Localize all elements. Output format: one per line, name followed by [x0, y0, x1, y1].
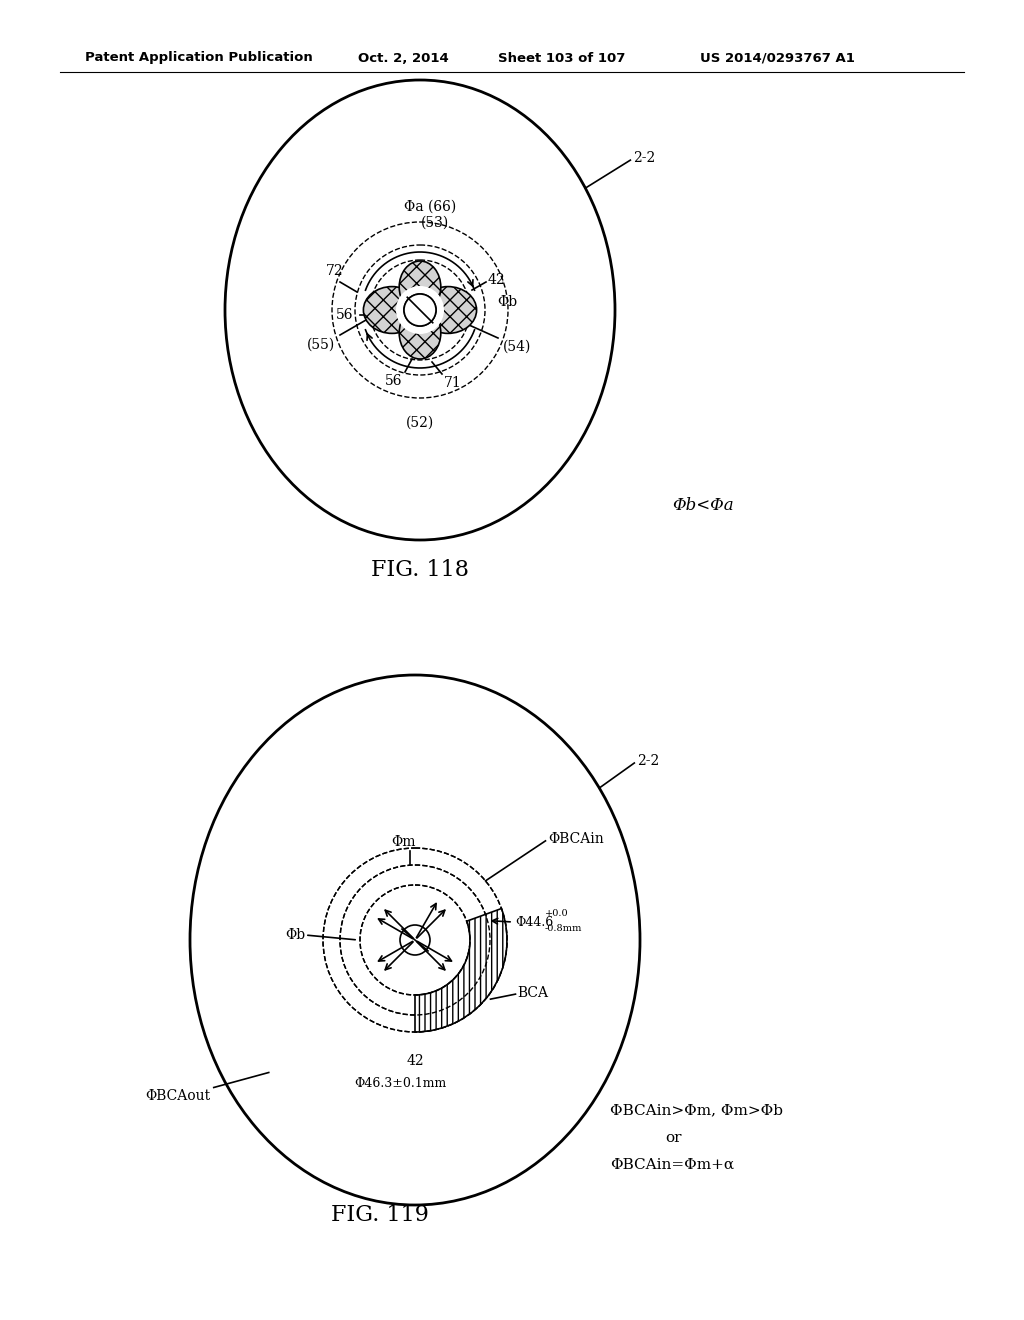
Text: ΦBCAin: ΦBCAin [549, 832, 604, 846]
Circle shape [404, 294, 436, 326]
Text: Oct. 2, 2014: Oct. 2, 2014 [358, 51, 449, 65]
Circle shape [400, 925, 430, 954]
Text: Φa (66): Φa (66) [403, 201, 456, 214]
Text: (54): (54) [503, 341, 531, 354]
Text: 71: 71 [444, 376, 462, 389]
Text: 2-2: 2-2 [634, 150, 655, 165]
Text: 2-2: 2-2 [637, 754, 659, 768]
Text: 56: 56 [384, 374, 402, 388]
Text: 56: 56 [336, 308, 353, 322]
Ellipse shape [399, 308, 440, 359]
Text: +0.0: +0.0 [545, 909, 568, 917]
Text: 42: 42 [488, 273, 506, 286]
Ellipse shape [420, 286, 476, 334]
Text: (55): (55) [307, 338, 335, 352]
Text: ΦBCAout: ΦBCAout [145, 1089, 211, 1104]
Ellipse shape [399, 261, 440, 313]
Ellipse shape [364, 286, 421, 334]
Circle shape [396, 286, 444, 334]
Text: ΦBCAin>Φm, Φm>Φb: ΦBCAin>Φm, Φm>Φb [610, 1104, 783, 1117]
Text: 72: 72 [327, 264, 344, 279]
Text: or: or [665, 1131, 682, 1144]
Text: -0.8mm: -0.8mm [545, 924, 583, 933]
Text: Φ46.3±0.1mm: Φ46.3±0.1mm [354, 1077, 446, 1090]
Text: Φb: Φb [497, 294, 517, 309]
Wedge shape [415, 908, 507, 1032]
Text: Φb: Φb [285, 928, 305, 942]
Text: ΦBCAin=Φm+α: ΦBCAin=Φm+α [610, 1158, 734, 1172]
Text: Sheet 103 of 107: Sheet 103 of 107 [498, 51, 626, 65]
Text: Φm: Φm [391, 836, 416, 849]
Text: Φ44.6: Φ44.6 [515, 916, 553, 928]
Text: FIG. 119: FIG. 119 [331, 1204, 429, 1226]
Text: (53): (53) [421, 216, 450, 230]
Text: US 2014/0293767 A1: US 2014/0293767 A1 [700, 51, 855, 65]
Text: Patent Application Publication: Patent Application Publication [85, 51, 312, 65]
Text: Φb<Φa: Φb<Φa [672, 496, 733, 513]
Text: (52): (52) [406, 416, 434, 430]
Text: 42: 42 [407, 1053, 424, 1068]
Text: BCA: BCA [517, 986, 549, 1001]
Text: FIG. 118: FIG. 118 [371, 558, 469, 581]
Circle shape [404, 294, 436, 326]
